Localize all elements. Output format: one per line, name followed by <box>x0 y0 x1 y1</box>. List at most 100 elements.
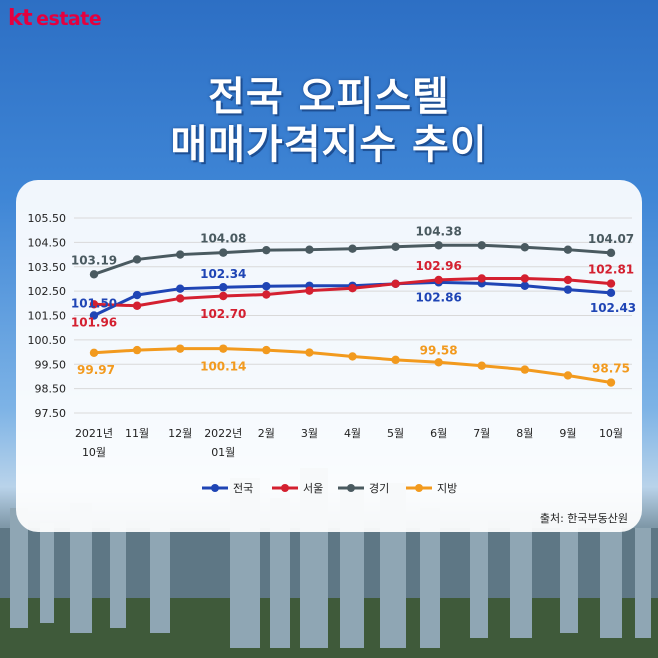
x-tick-label: 8월 <box>516 427 533 440</box>
data-point <box>132 255 142 264</box>
city-skyline-image <box>0 468 658 658</box>
data-point <box>305 348 314 357</box>
data-point <box>89 270 99 279</box>
y-tick-label: 105.50 <box>28 212 67 225</box>
page-title-line2: 매매가격지수 추이 <box>170 122 488 168</box>
legend-marker <box>347 484 355 492</box>
data-point <box>520 243 530 252</box>
x-tick-label: 3월 <box>301 427 318 440</box>
data-point <box>477 361 486 370</box>
x-tick-label: 7월 <box>473 427 490 440</box>
data-point <box>219 248 228 257</box>
legend-label: 지방 <box>437 482 457 495</box>
data-point <box>262 245 271 255</box>
y-tick-label: 103.50 <box>28 261 67 274</box>
y-tick-label: 101.50 <box>28 310 67 323</box>
data-point <box>434 358 443 367</box>
logo-estate-text: estate <box>36 8 102 30</box>
legend-label: 전국 <box>233 482 253 495</box>
data-point <box>219 291 228 301</box>
data-point <box>89 348 99 357</box>
y-tick-label: 104.50 <box>28 236 67 249</box>
data-label: 104.07 <box>588 232 634 246</box>
x-tick-label: 5월 <box>387 427 404 440</box>
x-tick-label: 12월 <box>168 427 192 440</box>
data-point <box>175 284 185 293</box>
data-point <box>434 241 443 250</box>
y-tick-label: 98.50 <box>35 383 67 396</box>
data-point <box>563 245 573 254</box>
x-tick-label: 10월 <box>82 446 106 459</box>
data-label: 101.50 <box>71 297 117 311</box>
data-point <box>606 378 616 387</box>
data-point <box>132 345 142 355</box>
data-point <box>434 275 443 285</box>
data-point <box>520 281 530 290</box>
data-point <box>391 355 400 365</box>
data-label: 104.38 <box>416 224 462 238</box>
data-label: 99.97 <box>77 363 115 377</box>
data-point <box>219 344 228 353</box>
y-tick-label: 100.50 <box>28 334 67 347</box>
chart-card <box>16 180 642 532</box>
kt-estate-logo: kt estate <box>8 6 102 31</box>
x-tick-label: 10월 <box>599 427 623 440</box>
data-label: 102.43 <box>590 301 636 315</box>
data-point <box>391 279 400 289</box>
legend-marker <box>211 484 219 492</box>
x-tick-label: 4월 <box>344 427 361 440</box>
data-point <box>132 301 142 310</box>
data-point <box>262 282 271 291</box>
legend-marker <box>415 484 423 492</box>
data-label: 103.19 <box>71 253 117 267</box>
legend-marker <box>281 484 289 492</box>
data-point <box>175 294 185 303</box>
data-label: 98.75 <box>592 362 630 376</box>
data-label: 101.96 <box>71 315 117 329</box>
data-point <box>348 244 357 253</box>
data-point <box>563 275 573 285</box>
data-point <box>305 245 314 254</box>
data-point <box>219 283 228 292</box>
x-tick-label: 6월 <box>430 427 447 440</box>
data-label: 104.08 <box>200 232 246 246</box>
x-tick-label: 2021년 <box>75 427 113 440</box>
data-label: 102.81 <box>588 263 634 277</box>
data-point <box>305 286 314 295</box>
data-point <box>175 250 185 259</box>
data-point <box>391 242 400 251</box>
y-tick-label: 99.50 <box>35 358 67 371</box>
data-label: 102.86 <box>416 290 462 304</box>
data-label: 102.34 <box>200 267 246 281</box>
x-tick-label: 11월 <box>125 427 149 440</box>
data-point <box>348 284 357 293</box>
logo-kt-text: kt <box>8 6 33 31</box>
legend-label: 경기 <box>369 482 389 495</box>
source-note: 출처: 한국부동산원 <box>539 512 628 525</box>
data-point <box>477 241 486 250</box>
legend-label: 서울 <box>303 482 323 495</box>
x-tick-label: 2월 <box>258 427 275 440</box>
x-tick-label: 2022년 <box>204 427 242 440</box>
data-point <box>563 371 573 380</box>
data-label: 102.70 <box>200 307 246 321</box>
data-point <box>520 365 530 374</box>
data-label: 100.14 <box>200 360 246 374</box>
data-point <box>606 279 616 288</box>
x-tick-label: 9월 <box>559 427 576 440</box>
data-point <box>262 345 271 355</box>
data-point <box>175 344 185 353</box>
data-point <box>520 274 530 283</box>
data-point <box>348 352 357 361</box>
data-point <box>477 274 486 283</box>
data-point <box>606 248 616 258</box>
y-tick-label: 102.50 <box>28 285 67 298</box>
data-point <box>132 290 142 300</box>
data-label: 102.96 <box>416 259 462 273</box>
data-point <box>563 285 573 294</box>
data-point <box>606 288 616 298</box>
page-title-line1: 전국 오피스텔 <box>208 74 450 120</box>
data-label: 99.58 <box>420 343 458 357</box>
data-point <box>89 311 99 320</box>
